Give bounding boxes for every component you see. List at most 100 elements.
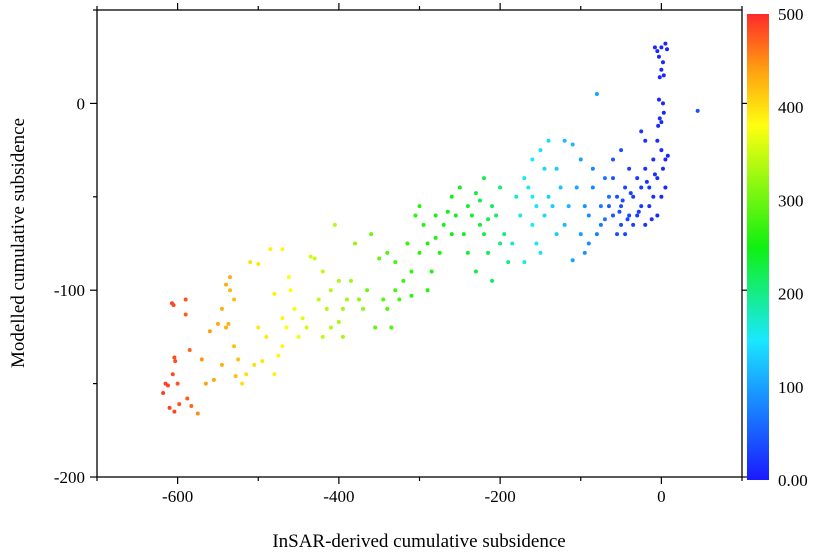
data-point [332,222,337,227]
data-point [268,247,273,252]
data-point [167,405,172,410]
data-point [661,110,666,115]
data-point [526,185,531,190]
data-point [369,232,374,237]
data-point [280,316,285,321]
data-point [316,297,321,302]
data-point [280,247,285,252]
data-point [655,49,660,54]
data-point [530,194,535,199]
data-point [655,176,660,181]
data-point [663,157,668,162]
data-point [272,291,277,296]
data-point [336,278,341,283]
data-point [615,232,620,237]
data-point [631,194,636,199]
data-point [643,166,648,171]
data-point [625,217,630,222]
ticks-layer: -600 -400 -200 0 0 -100 -200 [54,3,747,506]
data-point [170,372,175,377]
data-point [522,260,527,265]
x-tick-label: -600 [162,487,193,506]
data-point [173,359,178,364]
data-point [336,319,341,324]
data-point [546,194,551,199]
data-point [445,209,450,214]
x-tick-label: -200 [485,487,516,506]
data-point [219,306,224,311]
data-point [598,204,603,209]
data-point [594,92,599,97]
x-axis-label: InSAR-derived cumulative subsidence [272,531,565,552]
data-point [292,306,297,311]
data-point [586,213,591,218]
data-point [187,347,192,352]
colorbar-tick-label: 400 [778,98,804,117]
data-point [171,303,176,308]
data-point [628,191,633,196]
data-point [226,321,231,326]
data-point [578,232,583,237]
y-tick-label: -200 [54,468,85,487]
data-point [659,120,664,125]
data-point [582,250,587,255]
data-point [602,217,607,222]
data-point [284,325,289,330]
data-point [554,232,559,237]
data-point [482,176,486,181]
data-point [615,194,620,199]
data-point [328,325,333,330]
data-point [361,306,366,311]
data-point [598,222,603,227]
colorbar [747,14,769,480]
data-point [477,198,482,203]
data-point [409,269,414,274]
data-point [385,306,390,311]
data-point [578,157,583,162]
data-point [256,325,261,330]
data-point [665,47,670,52]
data-point [659,194,664,199]
data-point [256,262,261,267]
data-point [477,222,482,227]
data-point [655,213,660,218]
data-point [498,241,503,246]
data-point [635,213,640,218]
data-point [328,288,333,293]
data-point [590,166,595,171]
data-point [506,260,511,265]
data-point [177,402,182,407]
data-point [660,166,665,171]
data-point [554,166,559,171]
data-point [195,411,200,416]
data-point [240,381,245,386]
data-point [324,306,329,311]
data-point [244,372,249,377]
data-point [248,260,253,265]
data-point [655,138,660,143]
data-point [377,256,382,261]
data-point [582,204,587,209]
data-point [623,232,628,237]
data-point [611,176,615,181]
colorbar-tick-label: 500 [778,5,804,24]
data-point [639,185,644,190]
data-point [627,213,632,218]
data-point [183,312,188,317]
data-point [660,60,665,65]
data-point [661,73,666,78]
y-tick-label: 0 [77,94,86,113]
data-point [514,194,519,199]
data-point [280,344,285,349]
data-point [502,232,507,237]
data-point [490,204,495,209]
data-point [453,213,458,218]
data-point [304,325,309,330]
data-point [320,269,325,274]
data-point [619,222,624,227]
data-point [659,148,664,153]
data-point [639,204,644,209]
data-point [183,297,188,302]
data-point [421,222,426,227]
data-point [482,232,486,237]
